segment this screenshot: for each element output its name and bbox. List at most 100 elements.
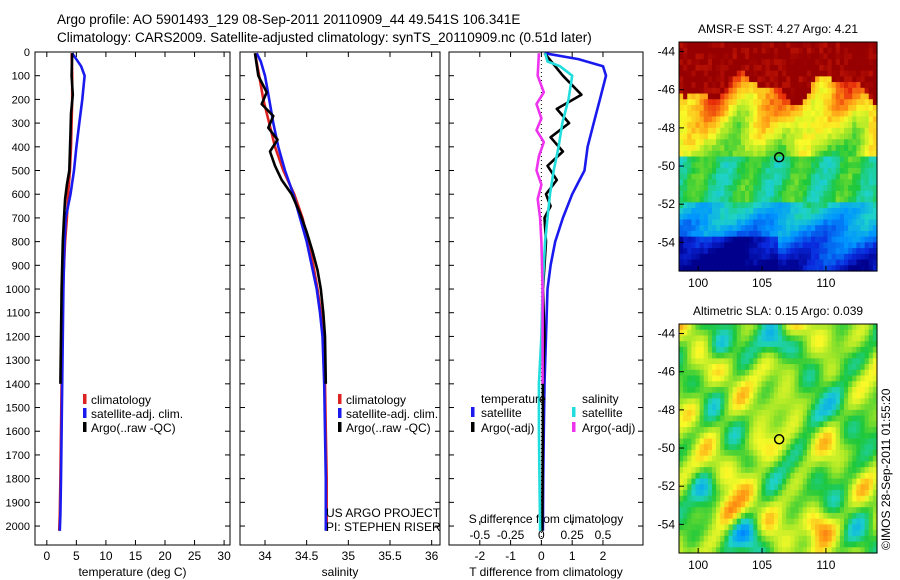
sla_map-cell [819, 352, 824, 359]
sla_map-cell [761, 324, 767, 331]
sst_map-cell [745, 104, 750, 112]
sla_map-cell [703, 375, 709, 382]
sla_map-cell [728, 364, 734, 371]
sla_map-cell [683, 324, 688, 331]
sst_map-cell [794, 99, 800, 106]
sla_map-cell [732, 369, 738, 377]
sst_map-cell [864, 104, 870, 112]
sst_map-cell [839, 162, 845, 169]
sst_map-cell [699, 133, 705, 140]
sst_map-cell [872, 64, 878, 72]
sla_map-cell [720, 427, 725, 434]
sla_map-cell [835, 381, 841, 388]
sla_map-cell [703, 364, 709, 371]
sla_map-cell [852, 335, 857, 342]
sst_map-cell [691, 208, 697, 215]
sla_map-cell [798, 490, 804, 497]
sst_map-cell [720, 145, 725, 152]
sla_map-cell [761, 530, 767, 537]
sla_map-cell [790, 341, 796, 348]
sla_map-cell [802, 386, 808, 394]
sst_map-cell [749, 202, 754, 209]
sla_map-cell [844, 518, 849, 525]
sst_map-title: AMSR-E SST: 4.27 Argo: 4.21 [698, 22, 858, 36]
sla_map-cell [782, 490, 787, 497]
sla_map-cell [868, 501, 874, 508]
sla_map-cell [839, 467, 845, 474]
sst_map-cell [691, 230, 697, 238]
sla_map-cell [839, 335, 845, 342]
sla_map-cell [765, 461, 771, 468]
sla_map-cell [835, 524, 841, 531]
sla_map-cell [835, 507, 841, 514]
sla_map-cell [790, 358, 796, 365]
sst_map-cell [724, 82, 730, 89]
sla_map-cell [806, 467, 812, 474]
sst_map-cell [716, 133, 721, 140]
sst_map-cell [703, 196, 709, 203]
sst_map-cell [823, 133, 829, 140]
sla_map-cell [695, 358, 701, 365]
sla_map-cell [786, 541, 791, 548]
sla_map-cell [724, 324, 730, 331]
sst_map-cell [786, 47, 791, 55]
sst_map-cell [761, 59, 767, 66]
sla_map-cell [835, 455, 841, 462]
sst_map-cell [790, 162, 796, 169]
sst_map-cell [683, 104, 688, 112]
sst_map-cell [798, 230, 804, 238]
sst_map-cell [699, 87, 705, 95]
sla_map-cell [687, 329, 692, 337]
sst_map-cell [827, 64, 833, 72]
sla_map-cell [749, 335, 754, 342]
sst_map-cell [835, 190, 841, 198]
sst_map-cell [835, 110, 841, 118]
sla_map-cell [823, 346, 829, 354]
sst_map-cell [720, 59, 725, 66]
sst_map-cell [831, 179, 837, 186]
sst_map-cell [728, 122, 734, 129]
sst_map-cell [864, 150, 870, 158]
sla_map-cell [827, 512, 833, 520]
sla_map-cell [716, 341, 721, 348]
sla_map-field [679, 324, 878, 554]
sla_map-cell [852, 432, 857, 440]
sst_map-cell [749, 64, 754, 72]
sst_map-cell [827, 87, 833, 95]
sst_map-cell [728, 82, 734, 89]
sla_map-cell [724, 444, 730, 451]
sla_map-cell [712, 547, 717, 554]
sst_map-cell [802, 173, 808, 180]
sla_map-cell [679, 335, 684, 342]
sla_map-cell [720, 324, 725, 331]
sla_map-cell [699, 547, 705, 554]
sla_map-cell [745, 530, 750, 537]
sst_map-cell [720, 265, 725, 272]
sst_map-cell [707, 122, 713, 129]
sla_map-cell [716, 490, 721, 497]
sst_map-cell [806, 213, 812, 221]
sst_map-cell [852, 173, 857, 180]
sla_map-cell [769, 547, 775, 554]
sla_map-cell [699, 392, 705, 400]
sla_map-cell [761, 495, 767, 503]
sla_map-cell [695, 518, 701, 525]
sst_map-cell [703, 93, 709, 100]
sla_map-cell [778, 398, 783, 405]
sst_map-cell [827, 179, 833, 186]
sst_map-cell [757, 219, 763, 226]
sst_map-cell [864, 70, 870, 77]
sla_map-cell [872, 335, 878, 342]
sla_map-cell [782, 524, 787, 531]
sla_map-cell [782, 432, 787, 440]
sla_map-cell [740, 449, 746, 457]
sst_map-cell [790, 127, 796, 135]
sst_map-cell [712, 173, 717, 180]
sla_map-cell [790, 329, 796, 337]
sst_map-cell [778, 173, 783, 180]
sst_map-cell [765, 116, 771, 123]
sla_map-cell [720, 461, 725, 468]
temperature-ytick-label: 1900 [6, 497, 30, 509]
sla_map-cell [794, 501, 800, 508]
sla_map-cell [683, 432, 688, 440]
